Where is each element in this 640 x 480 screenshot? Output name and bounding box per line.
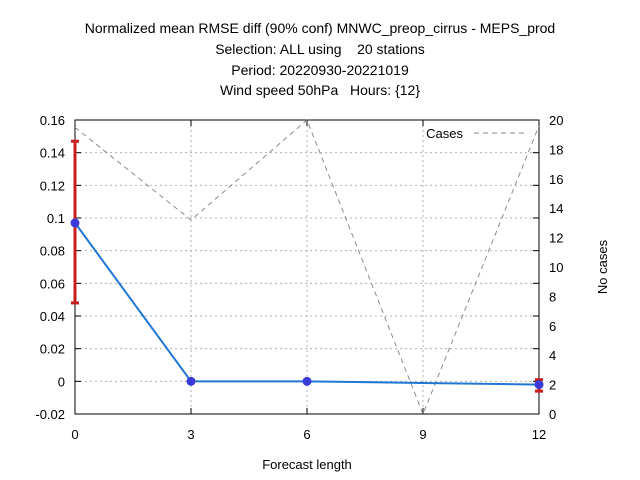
cases-series-line	[74, 119, 540, 416]
y2-tick-label: 12	[549, 231, 563, 246]
data-point-marker	[302, 376, 312, 386]
data-point-marker	[186, 376, 196, 386]
y2-tick-label: 14	[549, 201, 563, 216]
chart-subtitle-selection: Selection: ALL using 20 stations	[215, 41, 425, 57]
grid-lines	[74, 119, 540, 415]
y-tick-label: 0.08	[40, 244, 65, 259]
y2-tick-label: 2	[549, 378, 556, 393]
chart-subtitle-parameter: Wind speed 50hPa Hours: {12}	[219, 82, 421, 98]
x-tick-label: 0	[71, 427, 78, 442]
y2-tick-label: 18	[549, 142, 563, 157]
y-tick-label: 0	[58, 374, 65, 389]
x-tick-label: 9	[419, 427, 426, 442]
y2-tick-label: 8	[549, 289, 556, 304]
x-axis-label: Forecast length	[262, 457, 352, 472]
y-tick-label: 0.14	[40, 146, 65, 161]
y-tick-label: 0.12	[40, 178, 65, 193]
y2-tick-label: 0	[549, 407, 556, 422]
y-tick-label: -0.02	[35, 407, 65, 422]
y2-tick-label: 20	[549, 113, 563, 128]
x-tick-label: 12	[532, 427, 546, 442]
y-tick-label: 0.16	[40, 113, 65, 128]
y2-axis-label: No cases	[595, 239, 610, 294]
y2-tick-label: 10	[549, 260, 563, 275]
y2-tick-label: 6	[549, 319, 556, 334]
data-point-marker	[534, 380, 544, 390]
legend: Cases	[426, 126, 524, 141]
chart-title: Normalized mean RMSE diff (90% conf) MNW…	[84, 20, 556, 36]
y-tick-label: 0.02	[40, 342, 65, 357]
y2-tick-label: 4	[549, 348, 556, 363]
axis-ticks: -0.02 0 0.02 0.04 0.06 0.08 0.1 0.12 0.14 0.16 0 3 6…	[35, 113, 563, 442]
legend-label-cases: Cases	[426, 126, 463, 141]
x-tick-label: 6	[303, 427, 310, 442]
y-tick-label: 0.06	[40, 276, 65, 291]
y-tick-label: 0.1	[47, 211, 65, 226]
y-tick-label: 0.04	[40, 309, 65, 324]
chart-subtitle-period: Period: 20220930-20221019	[231, 62, 409, 78]
data-point-marker	[70, 218, 80, 228]
y2-tick-label: 16	[549, 172, 563, 187]
series-layer	[70, 119, 544, 416]
x-tick-label: 3	[187, 427, 194, 442]
